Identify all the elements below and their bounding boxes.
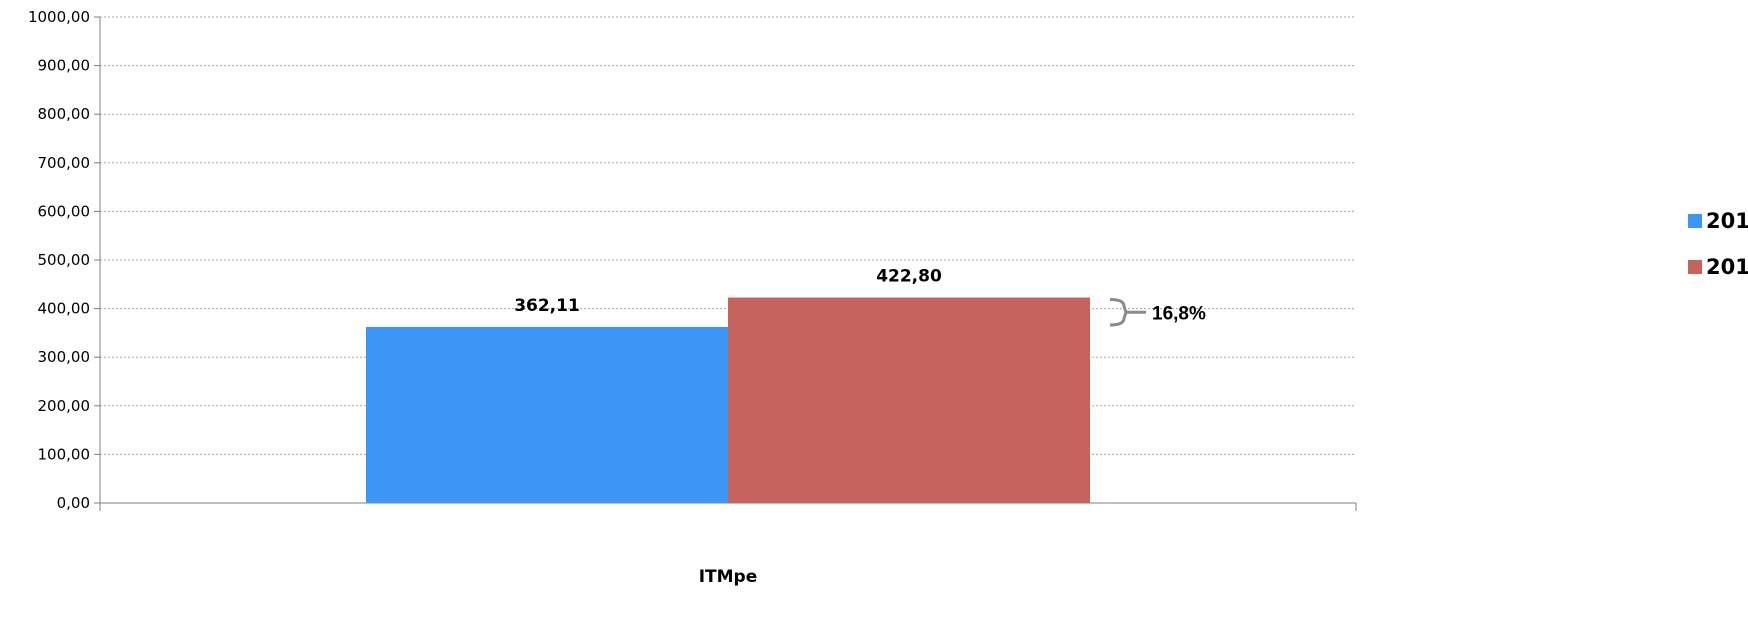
category-label: ITMpe xyxy=(699,567,758,587)
y-tick-label: 600,00 xyxy=(38,202,91,220)
y-tick-label: 900,00 xyxy=(38,57,91,75)
y-tick-label: 500,00 xyxy=(38,251,91,269)
legend: 2015 2016 xyxy=(1688,209,1748,279)
y-tick-label: 200,00 xyxy=(38,397,91,415)
bar-2016 xyxy=(728,297,1090,503)
change-bracket xyxy=(1109,298,1128,327)
y-tick-label: 800,00 xyxy=(38,105,91,123)
change-percentage-label: 16,8% xyxy=(1152,303,1206,324)
y-tick-label: 1000,00 xyxy=(28,8,90,26)
y-axis-ticks: 0,00 100,00 200,00 300,00 400,00 500,00 600,00… xyxy=(28,8,100,512)
bar-value-label: 422,80 xyxy=(876,267,942,287)
legend-label-2016: 2016 xyxy=(1706,255,1748,279)
y-tick-label: 700,00 xyxy=(38,154,91,172)
bars xyxy=(366,297,1090,503)
change-annotation: 16,8% xyxy=(1109,298,1206,327)
y-tick-label: 300,00 xyxy=(38,348,91,366)
bar-value-label: 362,11 xyxy=(514,296,580,316)
y-tick-label: 0,00 xyxy=(57,494,90,512)
bar-labels: 362,11 422,80 ITMpe xyxy=(514,267,942,587)
bar-2015 xyxy=(366,327,728,503)
legend-swatch-2016 xyxy=(1688,260,1702,274)
y-tick-label: 400,00 xyxy=(38,300,91,318)
legend-swatch-2015 xyxy=(1688,214,1702,228)
y-tick-label: 100,00 xyxy=(38,445,91,463)
legend-label-2015: 2015 xyxy=(1706,209,1748,233)
